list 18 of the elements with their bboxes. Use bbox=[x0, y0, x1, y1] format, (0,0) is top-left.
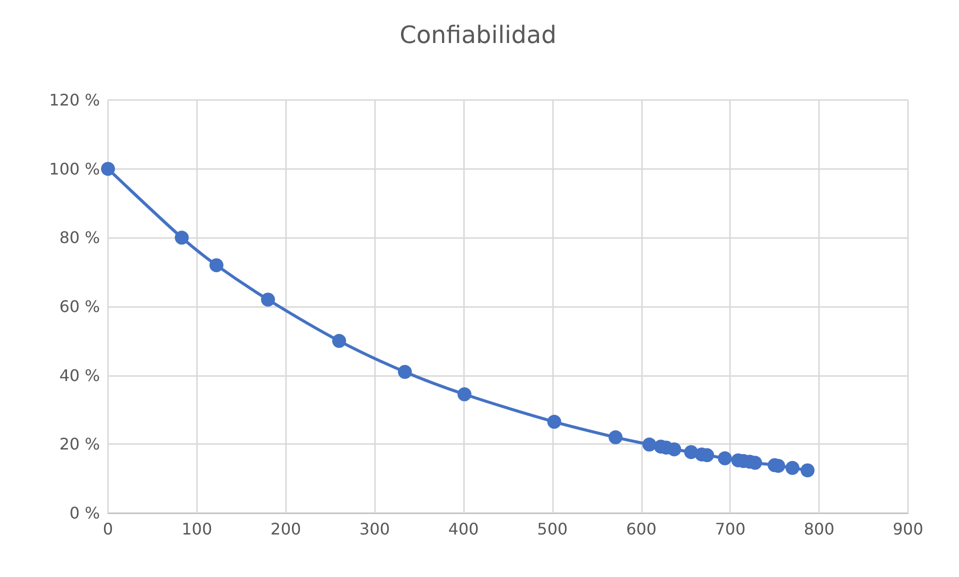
chart-title: Confiabilidad bbox=[400, 21, 556, 49]
x-tick-label: 600 bbox=[626, 520, 657, 538]
y-tick-label: 40 % bbox=[59, 366, 100, 385]
x-tick-label: 100 bbox=[182, 520, 212, 538]
x-tick-label: 0 bbox=[102, 520, 114, 538]
x-tick-label: 700 bbox=[714, 520, 746, 538]
x-tick-label: 500 bbox=[537, 520, 568, 538]
x-tick-label: 800 bbox=[804, 520, 834, 538]
x-tick-label: 300 bbox=[359, 520, 390, 538]
y-tick-label: 0 % bbox=[70, 504, 100, 522]
y-tick-label: 120 % bbox=[49, 90, 100, 110]
y-tick-label: 80 % bbox=[59, 228, 100, 248]
x-tick-label: 900 bbox=[892, 520, 924, 538]
y-tick-label: 100 % bbox=[49, 159, 100, 178]
x-tick-label: 200 bbox=[270, 520, 302, 538]
y-tick-label: 20 % bbox=[59, 434, 100, 454]
x-tick-label: 400 bbox=[448, 520, 479, 538]
y-tick-label: 60 % bbox=[59, 297, 100, 316]
